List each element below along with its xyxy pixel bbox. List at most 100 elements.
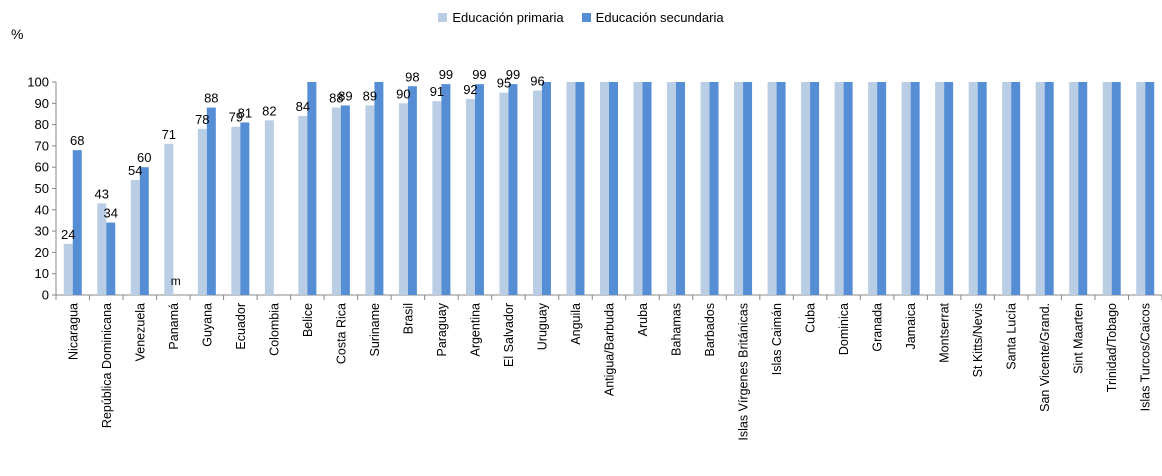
x-tick-label: Santa Lucía: [1005, 303, 1019, 370]
bar-primaria: [164, 143, 174, 295]
x-tick-label: Jamaica: [904, 303, 918, 350]
bar-secundaria: [1078, 82, 1088, 295]
legend: Educación primaria Educación secundaria: [0, 10, 1162, 25]
bar-secundaria: [810, 82, 820, 295]
bar-primaria: [231, 126, 241, 295]
bar-secundaria: [474, 84, 484, 295]
legend-label-primaria: Educación primaria: [452, 10, 564, 25]
data-label-primaria: 88: [329, 91, 343, 106]
y-tick-label: 60: [35, 160, 49, 175]
bar-primaria: [398, 103, 408, 295]
x-tick-label: Panamá: [167, 303, 181, 350]
bar-secundaria: [642, 82, 652, 295]
data-label-primaria: 89: [363, 88, 377, 103]
bar-primaria: [499, 92, 509, 296]
data-label-secundaria: 88: [204, 91, 218, 106]
y-tick-label: 30: [35, 224, 49, 239]
x-tick-label: El Salvador: [502, 303, 516, 367]
bar-primaria: [868, 82, 878, 295]
bar-secundaria: [743, 82, 753, 295]
y-tick-label: 70: [35, 138, 49, 153]
bar-primaria: [600, 82, 609, 295]
bar-primaria: [1102, 82, 1112, 295]
bar-primaria: [633, 82, 643, 295]
bar-secundaria: [240, 122, 250, 295]
unit-label: %: [11, 26, 24, 42]
x-tick-label: Venezuela: [133, 303, 147, 361]
legend-swatch-secundaria: [581, 13, 591, 22]
data-label-secundaria: 98: [405, 69, 419, 84]
bar-secundaria: [441, 84, 451, 295]
bar-secundaria: [72, 150, 82, 295]
bar-primaria: [1069, 82, 1079, 295]
bar-primaria: [298, 116, 308, 295]
data-label-primaria: 78: [195, 112, 209, 127]
x-tick-label: Nicaragua: [66, 303, 80, 360]
bar-primaria: [331, 107, 341, 295]
data-label-secundaria: m: [171, 274, 181, 288]
data-label-secundaria: 68: [70, 133, 84, 148]
bar-primaria: [767, 82, 777, 295]
x-tick-label: Barbados: [703, 303, 717, 357]
y-tick-label: 90: [35, 96, 49, 111]
legend-item-primaria: Educación primaria: [438, 10, 564, 25]
x-tick-label: Granada: [871, 303, 885, 352]
x-tick-label: Antigua/Barbuda: [603, 303, 617, 396]
y-tick-label: 80: [35, 117, 49, 132]
bar-secundaria: [340, 105, 350, 296]
data-label-primaria: 90: [396, 86, 410, 101]
bar-primaria: [365, 105, 375, 296]
data-label-secundaria: 34: [104, 206, 118, 221]
bar-primaria: [968, 82, 978, 295]
bar-primaria: [801, 82, 811, 295]
x-tick-label: Dominica: [837, 303, 851, 355]
data-label-primaria: 91: [430, 84, 444, 99]
data-label-secundaria: 81: [238, 105, 252, 120]
bar-primaria: [432, 101, 442, 295]
data-label-primaria: 71: [162, 127, 176, 142]
bar-primaria: [834, 82, 844, 295]
bar-primaria: [532, 90, 542, 296]
bar-secundaria: [206, 107, 216, 295]
x-tick-label: Bahamas: [670, 303, 684, 356]
x-tick-label: Islas Caimán: [770, 303, 784, 375]
x-tick-label: Cuba: [804, 303, 818, 333]
y-tick-label: 10: [35, 266, 49, 281]
bar-secundaria: [709, 82, 719, 295]
bar-primaria: [667, 82, 677, 295]
bar-primaria: [130, 179, 140, 295]
data-label-secundaria: 99: [506, 67, 520, 82]
bar-primaria: [1136, 82, 1146, 295]
bar-primaria: [935, 82, 945, 295]
bar-secundaria: [877, 82, 887, 295]
bar-secundaria: [374, 82, 384, 295]
bar-secundaria: [307, 82, 317, 295]
x-tick-label: San Vicente/Grand.: [1038, 303, 1052, 412]
data-label-secundaria: 99: [439, 67, 453, 82]
data-label-secundaria: 60: [137, 150, 151, 165]
data-label-secundaria: 89: [338, 88, 352, 103]
legend-label-secundaria: Educación secundaria: [595, 10, 724, 25]
data-label-primaria: 84: [296, 99, 310, 114]
data-label-primaria: 24: [61, 227, 75, 242]
data-label-primaria: 82: [262, 103, 276, 118]
x-tick-label: Aruba: [636, 303, 650, 336]
bar-secundaria: [609, 82, 618, 295]
bar-secundaria: [1011, 82, 1021, 295]
x-tick-label: Anguila: [569, 303, 583, 345]
bar-primaria: [465, 99, 475, 295]
x-tick-label: Suriname: [368, 303, 382, 357]
y-tick-label: 40: [35, 202, 49, 217]
bar-primaria: [1035, 82, 1045, 295]
bar-secundaria: [106, 222, 116, 295]
bar-primaria: [97, 203, 107, 295]
x-tick-label: Uruguay: [535, 302, 549, 350]
bar-secundaria: [1111, 82, 1121, 295]
bar-primaria: [734, 82, 744, 295]
x-tick-label: Montserrat: [938, 302, 952, 362]
x-tick-label: St Kitts/Nevis: [971, 303, 985, 377]
bar-primaria: [566, 82, 576, 295]
x-tick-label: Ecuador: [234, 303, 248, 350]
x-tick-label: Islas Vírgenes Británicas: [737, 303, 751, 441]
